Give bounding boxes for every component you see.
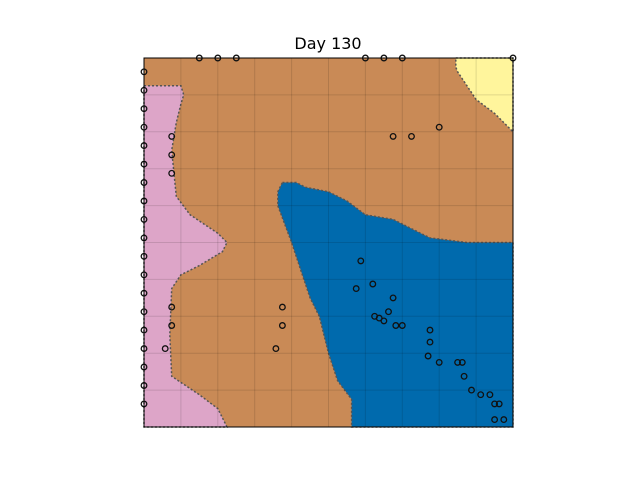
data-point <box>272 345 280 353</box>
data-point <box>500 416 508 424</box>
data-point <box>278 303 286 311</box>
data-point <box>385 308 392 316</box>
data-point <box>460 372 468 380</box>
data-point <box>168 132 176 140</box>
data-point <box>398 322 406 329</box>
data-point <box>424 352 432 360</box>
data-point <box>278 322 286 329</box>
data-point <box>408 132 415 140</box>
data-point <box>161 345 169 353</box>
data-point <box>168 151 176 159</box>
data-point <box>468 386 475 394</box>
data-point <box>454 358 462 366</box>
plot-area <box>140 54 517 428</box>
data-point <box>357 257 365 265</box>
data-point <box>168 169 176 177</box>
data-point <box>375 314 383 322</box>
data-point <box>168 303 176 311</box>
data-point <box>389 294 397 302</box>
yellow-region <box>455 57 514 134</box>
data-point <box>392 322 400 329</box>
data-point <box>352 285 360 293</box>
data-point <box>168 322 176 329</box>
data-point <box>477 391 485 399</box>
data-point <box>389 132 397 140</box>
pink-region <box>143 84 229 428</box>
data-point <box>435 123 443 131</box>
data-point <box>491 416 499 424</box>
data-point <box>486 391 494 399</box>
data-point <box>426 326 434 334</box>
chart-title: Day 130 <box>294 34 361 53</box>
data-point <box>491 400 499 408</box>
data-point <box>495 400 503 408</box>
plot-frame <box>143 57 514 428</box>
data-point <box>369 280 377 288</box>
data-point <box>426 338 434 346</box>
data-point <box>458 358 466 366</box>
data-point <box>435 358 443 366</box>
